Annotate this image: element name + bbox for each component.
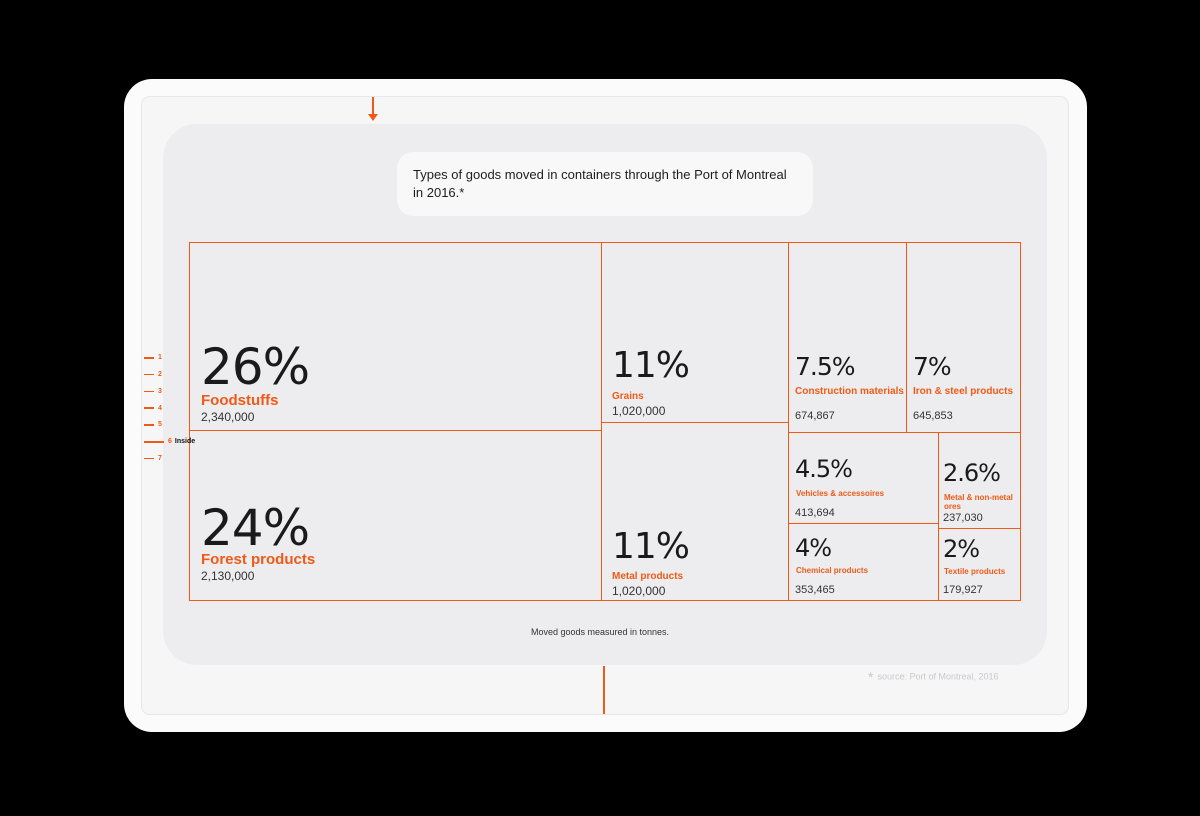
tile-percent: 11% <box>612 526 690 567</box>
ruler-number: 6 <box>168 438 172 446</box>
tile-value: 179,927 <box>943 584 983 596</box>
down-arrow-icon <box>368 114 378 121</box>
ruler-tick: 6 Inside <box>144 433 195 445</box>
ruler-dash <box>144 390 154 393</box>
treemap-tile: 11% Metal products 1,020,000 <box>601 422 789 601</box>
bottom-guide-line <box>603 666 605 714</box>
tile-percent: 2.6% <box>943 459 1001 487</box>
ruler-number: 1 <box>158 354 162 362</box>
ruler-tick: 7 <box>144 450 162 462</box>
asterisk-icon: * <box>868 669 874 685</box>
ruler-tick: 5 <box>144 416 162 428</box>
tile-percent: 7% <box>913 352 952 381</box>
treemap-tile: 7% Iron & steel products 645,853 <box>906 242 1021 433</box>
ruler-tick: 4 <box>144 399 162 412</box>
tile-value: 1,020,000 <box>612 404 666 418</box>
ruler-number: 2 <box>158 371 162 379</box>
tile-value: 353,465 <box>795 584 835 596</box>
tile-category: Metal & non-metal ores <box>944 493 1013 511</box>
ruler-tick: 1 <box>144 349 162 361</box>
ruler-dash <box>144 407 154 409</box>
source-text: source: Port of Montreal, 2016 <box>877 671 999 682</box>
tile-percent: 4% <box>795 534 832 562</box>
tile-percent: 2% <box>943 535 980 563</box>
tile-category: Construction materials <box>795 386 904 397</box>
ruler-number: 3 <box>158 387 162 395</box>
tile-category: Textile products <box>944 567 1006 576</box>
treemap-chart: 26% Foodstuffs 2,340,000 24% Forest products… <box>189 242 1021 601</box>
ruler-number: 7 <box>158 455 162 463</box>
tile-category: Metal products <box>612 571 684 582</box>
treemap-tile: 11% Grains 1,020,000 <box>601 242 789 423</box>
treemap-tile: 7.5% Construction materials 674,867 <box>788 242 907 433</box>
tile-category: Forest products <box>201 551 316 568</box>
tile-value: 237,030 <box>943 512 983 524</box>
tile-value: 1,020,000 <box>612 584 666 598</box>
source-note: * source: Port of Montreal, 2016 <box>868 669 999 685</box>
tile-value: 645,853 <box>913 410 953 422</box>
tile-percent: 24% <box>201 499 310 557</box>
chart-title: Types of goods moved in containers throu… <box>397 152 813 216</box>
ruler-active-label: Inside <box>174 438 196 446</box>
ruler-dash <box>144 373 154 376</box>
tile-category: Chemical products <box>796 566 869 575</box>
tile-percent: 7.5% <box>795 352 856 381</box>
tile-value: 2,340,000 <box>201 410 255 424</box>
tile-category: Foodstuffs <box>201 392 279 409</box>
treemap-tile: 26% Foodstuffs 2,340,000 <box>189 242 602 431</box>
treemap-tile: 4% Chemical products 353,465 <box>788 523 939 601</box>
ruler-dash <box>144 357 154 359</box>
ruler-dash <box>144 424 154 426</box>
tile-category: Grains <box>612 391 644 402</box>
tile-value: 2,130,000 <box>201 569 255 583</box>
treemap-tile: 4.5% Vehicles & accessoires 413,694 <box>788 432 939 524</box>
ruler-tick: 2 <box>144 366 162 378</box>
tile-category: Vehicles & accessoires <box>796 489 885 498</box>
treemap-tile: 24% Forest products 2,130,000 <box>189 430 602 601</box>
ruler-dash <box>144 457 154 460</box>
ruler-number: 5 <box>158 421 162 429</box>
tile-value: 413,694 <box>795 507 835 519</box>
tile-percent: 26% <box>201 338 310 396</box>
treemap-tile: 2.6% Metal & non-metal ores 237,030 <box>938 432 1021 529</box>
tile-category: Iron & steel products <box>913 386 1014 397</box>
treemap-tile: 2% Textile products 179,927 <box>938 528 1021 601</box>
footnote: Moved goods measured in tonnes. <box>530 627 670 637</box>
tile-percent: 11% <box>612 345 690 386</box>
ruler-number: 4 <box>158 404 162 412</box>
tile-value: 674,867 <box>795 410 835 422</box>
tile-percent: 4.5% <box>795 455 853 483</box>
ruler-dash <box>144 441 164 443</box>
ruler-tick: 3 <box>144 383 162 395</box>
top-arrow-line <box>372 97 374 115</box>
